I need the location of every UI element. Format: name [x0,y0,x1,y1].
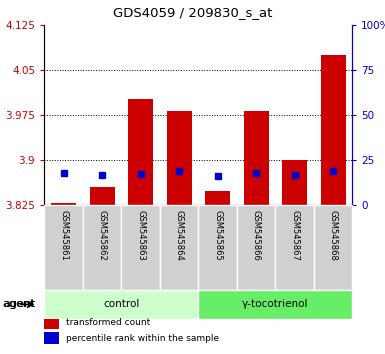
Bar [321,55,346,205]
Bar [44,205,83,290]
Bar [83,205,121,290]
Text: GSM545863: GSM545863 [136,210,145,261]
Bar [244,112,269,205]
Text: GSM545867: GSM545867 [290,210,299,261]
Bar [44,316,59,329]
Bar [282,160,307,205]
Bar [90,187,115,205]
Text: agent: agent [2,299,35,309]
Bar [160,205,198,290]
Bar [198,205,237,290]
Text: GSM545866: GSM545866 [251,210,261,261]
Bar [44,290,198,319]
Bar [237,205,275,290]
Text: γ-tocotrienol: γ-tocotrienol [242,299,308,309]
Text: GSM545862: GSM545862 [97,210,107,260]
Text: GDS4059 / 209830_s_at: GDS4059 / 209830_s_at [113,6,272,19]
Text: GSM545864: GSM545864 [174,210,184,260]
Text: control: control [103,299,139,309]
Text: transformed count: transformed count [66,318,150,327]
Bar [167,112,192,205]
Text: agent: agent [4,299,36,309]
Bar [44,332,59,344]
Bar [128,99,153,205]
Text: GSM545868: GSM545868 [328,210,338,261]
Text: percentile rank within the sample: percentile rank within the sample [66,334,219,343]
Bar [314,205,352,290]
Text: GSM545865: GSM545865 [213,210,222,260]
Bar [205,192,230,205]
Text: GSM545861: GSM545861 [59,210,68,260]
Bar [51,203,76,205]
Bar [198,290,352,319]
Bar [121,205,160,290]
Bar [275,205,314,290]
